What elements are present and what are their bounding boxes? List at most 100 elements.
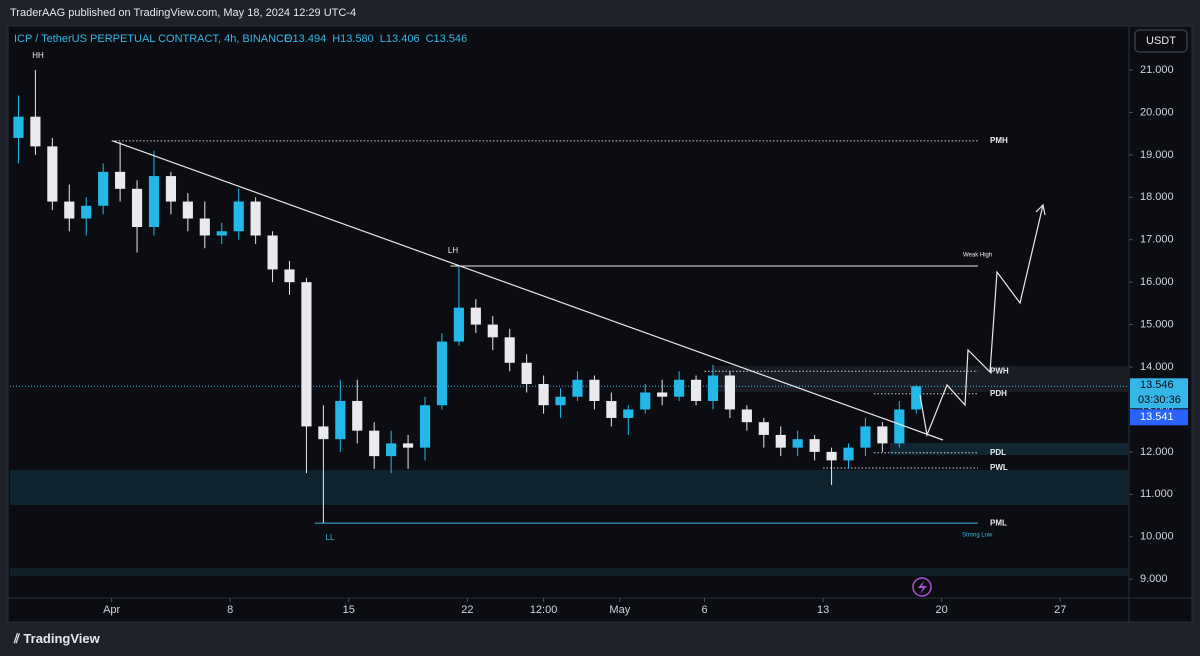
candle-body bbox=[707, 375, 719, 401]
candle-body bbox=[860, 426, 871, 448]
candle-body bbox=[47, 146, 58, 202]
level-label: PWL bbox=[990, 463, 1008, 472]
candle-body bbox=[894, 409, 905, 444]
candle-body bbox=[233, 201, 244, 232]
countdown: 03:30:36 bbox=[1138, 394, 1181, 406]
y-tick-label: 11.000 bbox=[1140, 488, 1173, 500]
candle-body bbox=[640, 392, 651, 410]
trendline bbox=[112, 140, 944, 441]
y-tick-label: 21.000 bbox=[1140, 64, 1174, 76]
x-tick-label: 27 bbox=[1054, 604, 1066, 616]
swing-label: LH bbox=[448, 246, 458, 255]
level-label: PMH bbox=[990, 136, 1008, 145]
candle-body bbox=[504, 337, 515, 363]
y-tick-label: 20.000 bbox=[1140, 106, 1174, 118]
candle-body bbox=[369, 430, 380, 457]
ohlc-value: L13.406 bbox=[380, 33, 420, 45]
candle-body bbox=[250, 201, 261, 236]
candle-body bbox=[843, 447, 854, 461]
candle-body bbox=[402, 443, 414, 448]
zone bbox=[10, 568, 1128, 576]
candle-body bbox=[572, 379, 583, 397]
alert-icon[interactable] bbox=[912, 577, 932, 597]
candle-body bbox=[487, 324, 498, 338]
candle-body bbox=[877, 426, 888, 444]
candle-body bbox=[436, 341, 448, 406]
y-tick-label: 19.000 bbox=[1140, 149, 1174, 161]
x-tick-label: May bbox=[609, 604, 630, 616]
candle-body bbox=[826, 451, 837, 461]
y-tick-label: 12.000 bbox=[1140, 446, 1174, 458]
strong-low: Strong Low bbox=[962, 533, 993, 539]
candle-body bbox=[792, 439, 803, 448]
candle-body bbox=[216, 231, 227, 236]
level-label: PML bbox=[990, 518, 1007, 527]
y-tick-label: 16.000 bbox=[1140, 276, 1174, 288]
candle-body bbox=[199, 218, 210, 236]
candle-body bbox=[30, 116, 41, 147]
bid-price: 13.541 bbox=[1140, 411, 1174, 423]
legend: ICP / TetherUS PERPETUAL CONTRACT, 4h, B… bbox=[14, 33, 291, 45]
chart-area bbox=[7, 25, 1193, 623]
candle-body bbox=[555, 396, 566, 406]
candle-body bbox=[318, 426, 329, 440]
ohlc-value: O13.494 bbox=[284, 33, 326, 45]
y-tick-label: 18.000 bbox=[1140, 191, 1174, 203]
candle-body bbox=[775, 434, 786, 448]
swing-label: LL bbox=[326, 533, 335, 542]
price-badge bbox=[1130, 378, 1188, 409]
candle-body bbox=[13, 116, 24, 138]
candle-body bbox=[741, 409, 752, 423]
currency-button[interactable] bbox=[1134, 29, 1188, 53]
candle-body bbox=[538, 383, 549, 406]
candle-body bbox=[98, 171, 109, 206]
x-tick-label: 6 bbox=[701, 604, 707, 616]
candle-body bbox=[724, 375, 736, 410]
ohlc: O13.494 H13.580 L13.406 C13.546 bbox=[284, 33, 467, 45]
projection bbox=[919, 204, 1044, 438]
candle-body bbox=[623, 409, 634, 418]
candle-body bbox=[81, 205, 92, 219]
y-tick-label: 17.000 bbox=[1140, 234, 1174, 246]
candle-body bbox=[470, 307, 481, 325]
candle-body bbox=[182, 201, 193, 219]
candle-body bbox=[521, 362, 532, 384]
last-price: 13.546 bbox=[1140, 379, 1174, 391]
candle-body bbox=[690, 379, 702, 401]
candle-body bbox=[131, 188, 143, 228]
candle-body bbox=[267, 235, 278, 270]
y-tick-label: 10.000 bbox=[1140, 531, 1174, 543]
y-tick-label: 15.000 bbox=[1140, 318, 1174, 330]
candle-body bbox=[758, 422, 769, 435]
level-label: PDL bbox=[990, 448, 1006, 457]
candle-body bbox=[148, 176, 160, 228]
candle-body bbox=[606, 400, 617, 418]
zone bbox=[10, 470, 1128, 505]
candle-body bbox=[657, 392, 668, 397]
y-tick-label: 9.000 bbox=[1140, 573, 1168, 585]
candle-body bbox=[165, 176, 177, 202]
x-tick-label: 12:00 bbox=[530, 604, 558, 616]
candle-body bbox=[64, 201, 75, 219]
ohlc-value: H13.580 bbox=[332, 33, 374, 45]
x-tick-label: 15 bbox=[343, 604, 355, 616]
plot: 9.00010.00011.00012.00013.00014.00015.00… bbox=[10, 64, 1174, 616]
arrow-head bbox=[1035, 203, 1046, 216]
x-tick-label: 8 bbox=[227, 604, 233, 616]
bid-badge bbox=[1130, 409, 1188, 426]
x-tick-label: 20 bbox=[936, 604, 948, 616]
candle-body bbox=[115, 171, 126, 189]
x-tick-label: Apr bbox=[103, 604, 120, 616]
currency[interactable]: USDT bbox=[1146, 35, 1176, 47]
x-tick-label: 22 bbox=[461, 604, 473, 616]
candle-body bbox=[301, 282, 312, 427]
alert-icon[interactable] bbox=[918, 581, 927, 594]
zone bbox=[890, 443, 1128, 455]
swing-label: HH bbox=[32, 51, 44, 60]
logo: ⫽ TradingView bbox=[13, 631, 101, 646]
x-tick-label: 13 bbox=[817, 604, 829, 616]
candle-body bbox=[352, 400, 363, 431]
footer: TradingView bbox=[23, 631, 100, 646]
level-label: PWH bbox=[990, 366, 1009, 375]
weak-high-label: Weak High bbox=[963, 253, 992, 259]
